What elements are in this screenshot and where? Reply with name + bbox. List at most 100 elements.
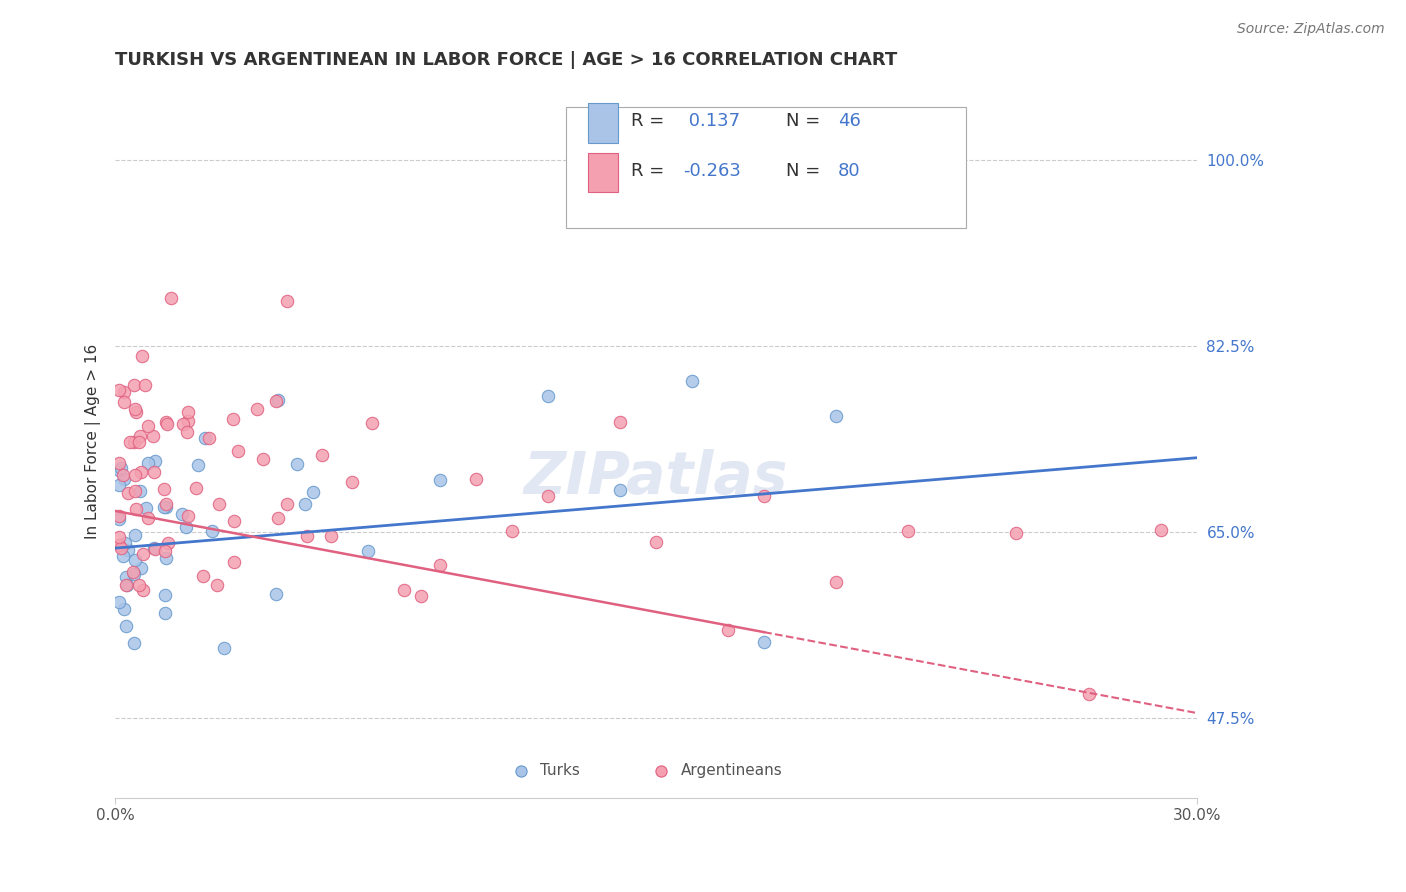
Text: ZIPatlas: ZIPatlas (523, 449, 789, 506)
Point (295, 529, 318, 543)
Point (107, 530, 129, 544)
Point (143, 465, 166, 479)
Bar (588, 153, 619, 193)
Point (143, 542, 166, 557)
Point (128, 577, 150, 591)
Point (226, 444, 249, 458)
Point (112, 602, 135, 616)
Text: Argentineans: Argentineans (681, 764, 783, 779)
Text: 80: 80 (838, 162, 860, 180)
Point (224, 556, 246, 570)
Point (752, 489, 775, 503)
Point (176, 520, 198, 534)
Point (145, 454, 167, 468)
Point (187, 458, 209, 473)
Point (107, 509, 129, 524)
Point (717, 623, 740, 637)
FancyBboxPatch shape (567, 107, 966, 228)
Point (128, 435, 150, 450)
Point (124, 528, 146, 542)
Point (136, 510, 159, 524)
Point (411, 589, 433, 603)
Point (361, 416, 384, 430)
Point (191, 569, 214, 583)
Point (135, 500, 157, 515)
Point (115, 578, 138, 592)
Point (117, 543, 139, 558)
Point (609, 483, 631, 497)
Point (302, 484, 325, 499)
Point (122, 378, 145, 392)
Point (112, 549, 135, 563)
Point (356, 544, 378, 558)
Point (129, 465, 152, 479)
Point (124, 553, 146, 567)
Point (645, 534, 668, 549)
Bar (588, 103, 619, 143)
Point (120, 435, 142, 450)
Point (201, 524, 224, 538)
Point (198, 431, 221, 445)
Point (112, 467, 135, 482)
Point (107, 477, 129, 491)
Point (110, 460, 132, 475)
Point (125, 502, 148, 516)
Point (825, 409, 848, 423)
Point (115, 618, 138, 632)
Point (153, 588, 176, 602)
Point (131, 349, 153, 363)
Point (222, 514, 245, 528)
Point (108, 595, 131, 609)
Text: N =: N = (786, 162, 825, 180)
Point (143, 541, 166, 556)
Point (115, 577, 138, 591)
Point (128, 429, 150, 443)
Point (136, 419, 159, 434)
Point (134, 377, 156, 392)
Point (155, 551, 177, 566)
Point (155, 500, 177, 514)
Point (252, 452, 274, 467)
Point (124, 402, 146, 417)
Point (176, 509, 198, 524)
Point (267, 392, 290, 407)
Point (537, 389, 560, 403)
Point (294, 498, 316, 512)
Point (681, 374, 703, 388)
Point (107, 462, 129, 476)
Point (1077, 687, 1099, 701)
Point (110, 541, 132, 555)
Point (170, 507, 193, 521)
Point (752, 635, 775, 649)
Point (205, 578, 228, 592)
Point (156, 535, 179, 549)
Text: Turks: Turks (540, 764, 581, 779)
Text: -0.263: -0.263 (683, 162, 741, 180)
Point (107, 511, 129, 525)
Point (429, 474, 451, 488)
Point (129, 561, 152, 575)
Point (246, 402, 269, 417)
Point (122, 566, 145, 580)
Point (609, 415, 631, 429)
Text: N =: N = (786, 112, 825, 130)
Point (152, 500, 174, 514)
Point (112, 472, 135, 486)
Point (132, 583, 155, 598)
Point (153, 606, 176, 620)
Point (136, 457, 159, 471)
Text: R =: R = (631, 162, 671, 180)
Point (177, 414, 200, 428)
Point (501, 524, 523, 538)
Point (114, 536, 136, 550)
Point (825, 574, 848, 589)
Point (311, 448, 333, 462)
Point (176, 405, 198, 419)
Point (276, 497, 298, 511)
Point (160, 291, 183, 305)
Point (115, 570, 138, 584)
Point (153, 544, 176, 558)
Point (155, 415, 177, 429)
Point (537, 489, 560, 503)
Point (1150, 524, 1173, 538)
